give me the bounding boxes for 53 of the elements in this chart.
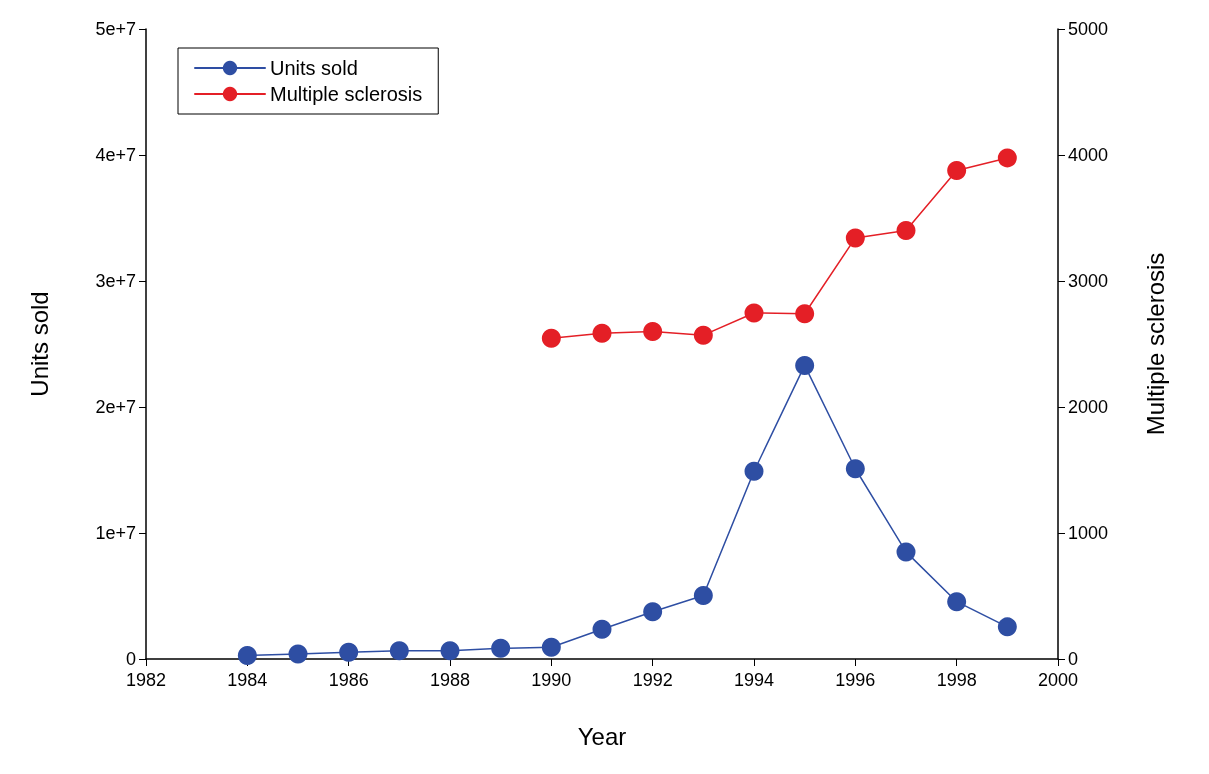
point	[947, 161, 967, 180]
y-tick-label: 0	[125, 649, 136, 669]
y2-tick-label: 4000	[1068, 145, 1109, 165]
point	[389, 641, 409, 661]
x-axis-title: Year	[577, 722, 627, 750]
y-tick-label: 5e+7	[95, 19, 136, 39]
legend-label: Units sold	[270, 57, 358, 79]
y-tick-label: 3e+7	[95, 271, 136, 291]
point	[997, 148, 1017, 168]
y2-tick-label: 2000	[1068, 397, 1109, 417]
x-tick-label: 1996	[835, 670, 876, 690]
point	[288, 644, 308, 664]
point	[795, 304, 815, 324]
point	[237, 645, 257, 665]
x-tick-label: 1998	[936, 670, 977, 690]
point	[643, 602, 663, 622]
point	[947, 592, 967, 612]
x-tick-label: 1986	[328, 670, 369, 690]
point	[643, 321, 663, 341]
point	[592, 323, 612, 343]
point	[896, 221, 916, 241]
x-tick-label: 1982	[125, 670, 167, 690]
y-axis-title: Units sold	[25, 291, 53, 397]
point	[795, 355, 815, 375]
y2-axis-title: Multiple sclerosis	[1141, 252, 1169, 436]
x-tick-label: 1990	[531, 670, 572, 690]
point	[997, 617, 1017, 637]
point	[744, 303, 764, 323]
x-tick-label: 1984	[227, 670, 268, 690]
point	[592, 619, 612, 639]
x-tick-label: 1992	[632, 670, 673, 690]
point	[339, 642, 359, 662]
point	[693, 325, 713, 345]
legend-label: Multiple sclerosis	[270, 83, 423, 105]
x-tick-label: 2000	[1037, 670, 1079, 690]
y-tick-label: 4e+7	[95, 145, 136, 165]
x-tick-label: 1994	[733, 670, 775, 690]
y2-tick-label: 3000	[1068, 271, 1109, 291]
y2-tick-label: 5000	[1068, 19, 1109, 39]
point	[491, 638, 511, 658]
point	[541, 328, 561, 348]
y2-tick-label: 1000	[1068, 523, 1109, 543]
point	[541, 637, 561, 657]
point	[744, 461, 764, 481]
x-tick-label: 1988	[429, 670, 471, 690]
point	[440, 641, 460, 661]
point	[896, 542, 916, 562]
y-tick-label: 1e+7	[95, 523, 136, 543]
y2-tick-label: 0	[1068, 649, 1079, 669]
point	[693, 586, 713, 605]
point	[845, 459, 865, 479]
point	[845, 228, 865, 248]
y-tick-label: 2e+7	[95, 397, 136, 417]
